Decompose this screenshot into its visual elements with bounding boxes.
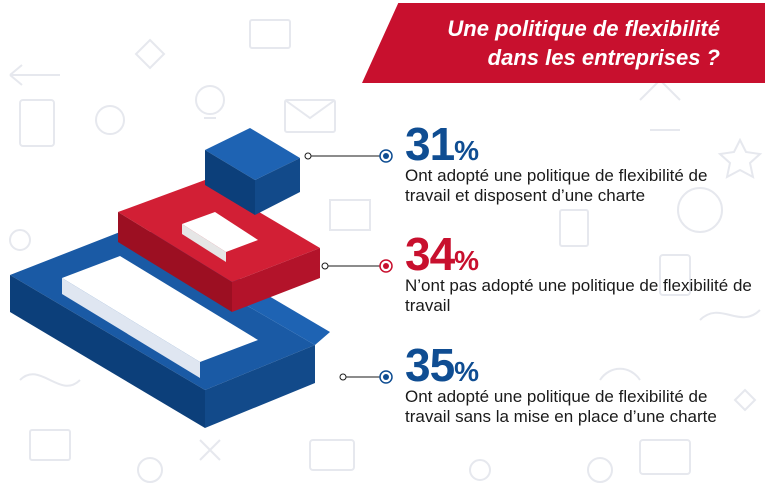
blue-cube-shape [205,128,300,215]
stat-item-1: 31% Ont adopté une politique de flexibil… [405,121,755,206]
stat-value-3: 35% [405,342,755,388]
title-banner [362,3,765,83]
connector-1 [304,149,393,163]
stat-label-2: N’ont pas adopté une politique de flexib… [405,276,752,315]
title-line-1: Une politique de flexibilité [447,16,720,41]
title-line-2: dans les entreprises ? [487,45,720,70]
chart-title: Une politique de flexibilité dans les en… [360,14,720,72]
stat-value-1: 31% [405,121,755,167]
stat-label-1: Ont adopté une politique de flexibilité … [405,166,708,205]
stat-percent-1: % [454,135,480,166]
stat-item-3: 35% Ont adopté une politique de flexibil… [405,342,755,427]
connector-3 [339,370,393,384]
red-frame-shape [118,180,320,312]
stat-value-2: 34% [405,231,755,277]
stat-number-2: 34 [405,228,455,280]
stat-percent-3: % [454,356,480,387]
stat-percent-2: % [454,245,480,276]
stat-item-2: 34% N’ont pas adopté une politique de fl… [405,231,755,316]
stat-label-3: Ont adopté une politique de flexibilité … [405,387,717,426]
stat-number-3: 35 [405,339,455,391]
connector-2 [321,259,393,273]
stat-number-1: 31 [405,118,455,170]
